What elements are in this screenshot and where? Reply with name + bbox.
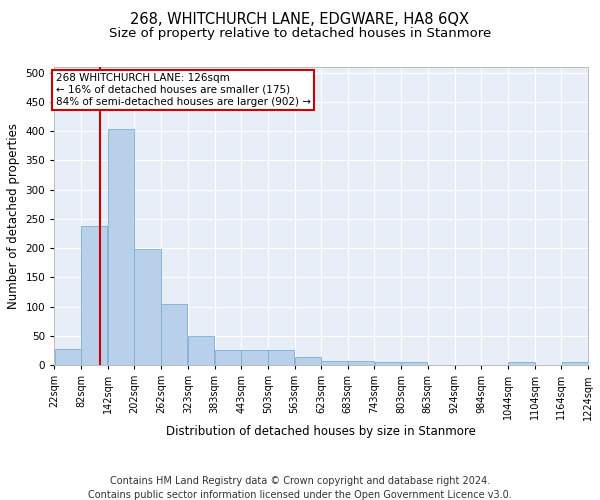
Bar <box>241 350 268 365</box>
Bar <box>215 350 241 365</box>
Bar <box>322 361 347 365</box>
Bar <box>108 130 134 365</box>
Y-axis label: Number of detached properties: Number of detached properties <box>7 123 20 309</box>
X-axis label: Distribution of detached houses by size in Stanmore: Distribution of detached houses by size … <box>166 425 476 438</box>
Bar <box>508 362 535 365</box>
Bar <box>268 350 294 365</box>
Bar <box>188 336 214 365</box>
Text: Contains HM Land Registry data © Crown copyright and database right 2024.
Contai: Contains HM Land Registry data © Crown c… <box>88 476 512 500</box>
Bar <box>161 304 187 365</box>
Bar <box>348 361 374 365</box>
Bar <box>81 226 107 365</box>
Bar <box>55 349 80 365</box>
Text: 268, WHITCHURCH LANE, EDGWARE, HA8 6QX: 268, WHITCHURCH LANE, EDGWARE, HA8 6QX <box>131 12 470 28</box>
Text: 268 WHITCHURCH LANE: 126sqm
← 16% of detached houses are smaller (175)
84% of se: 268 WHITCHURCH LANE: 126sqm ← 16% of det… <box>56 74 311 106</box>
Bar <box>295 358 321 365</box>
Bar <box>134 250 161 365</box>
Text: Size of property relative to detached houses in Stanmore: Size of property relative to detached ho… <box>109 28 491 40</box>
Bar <box>401 362 427 365</box>
Bar <box>375 362 401 365</box>
Bar <box>562 362 588 365</box>
